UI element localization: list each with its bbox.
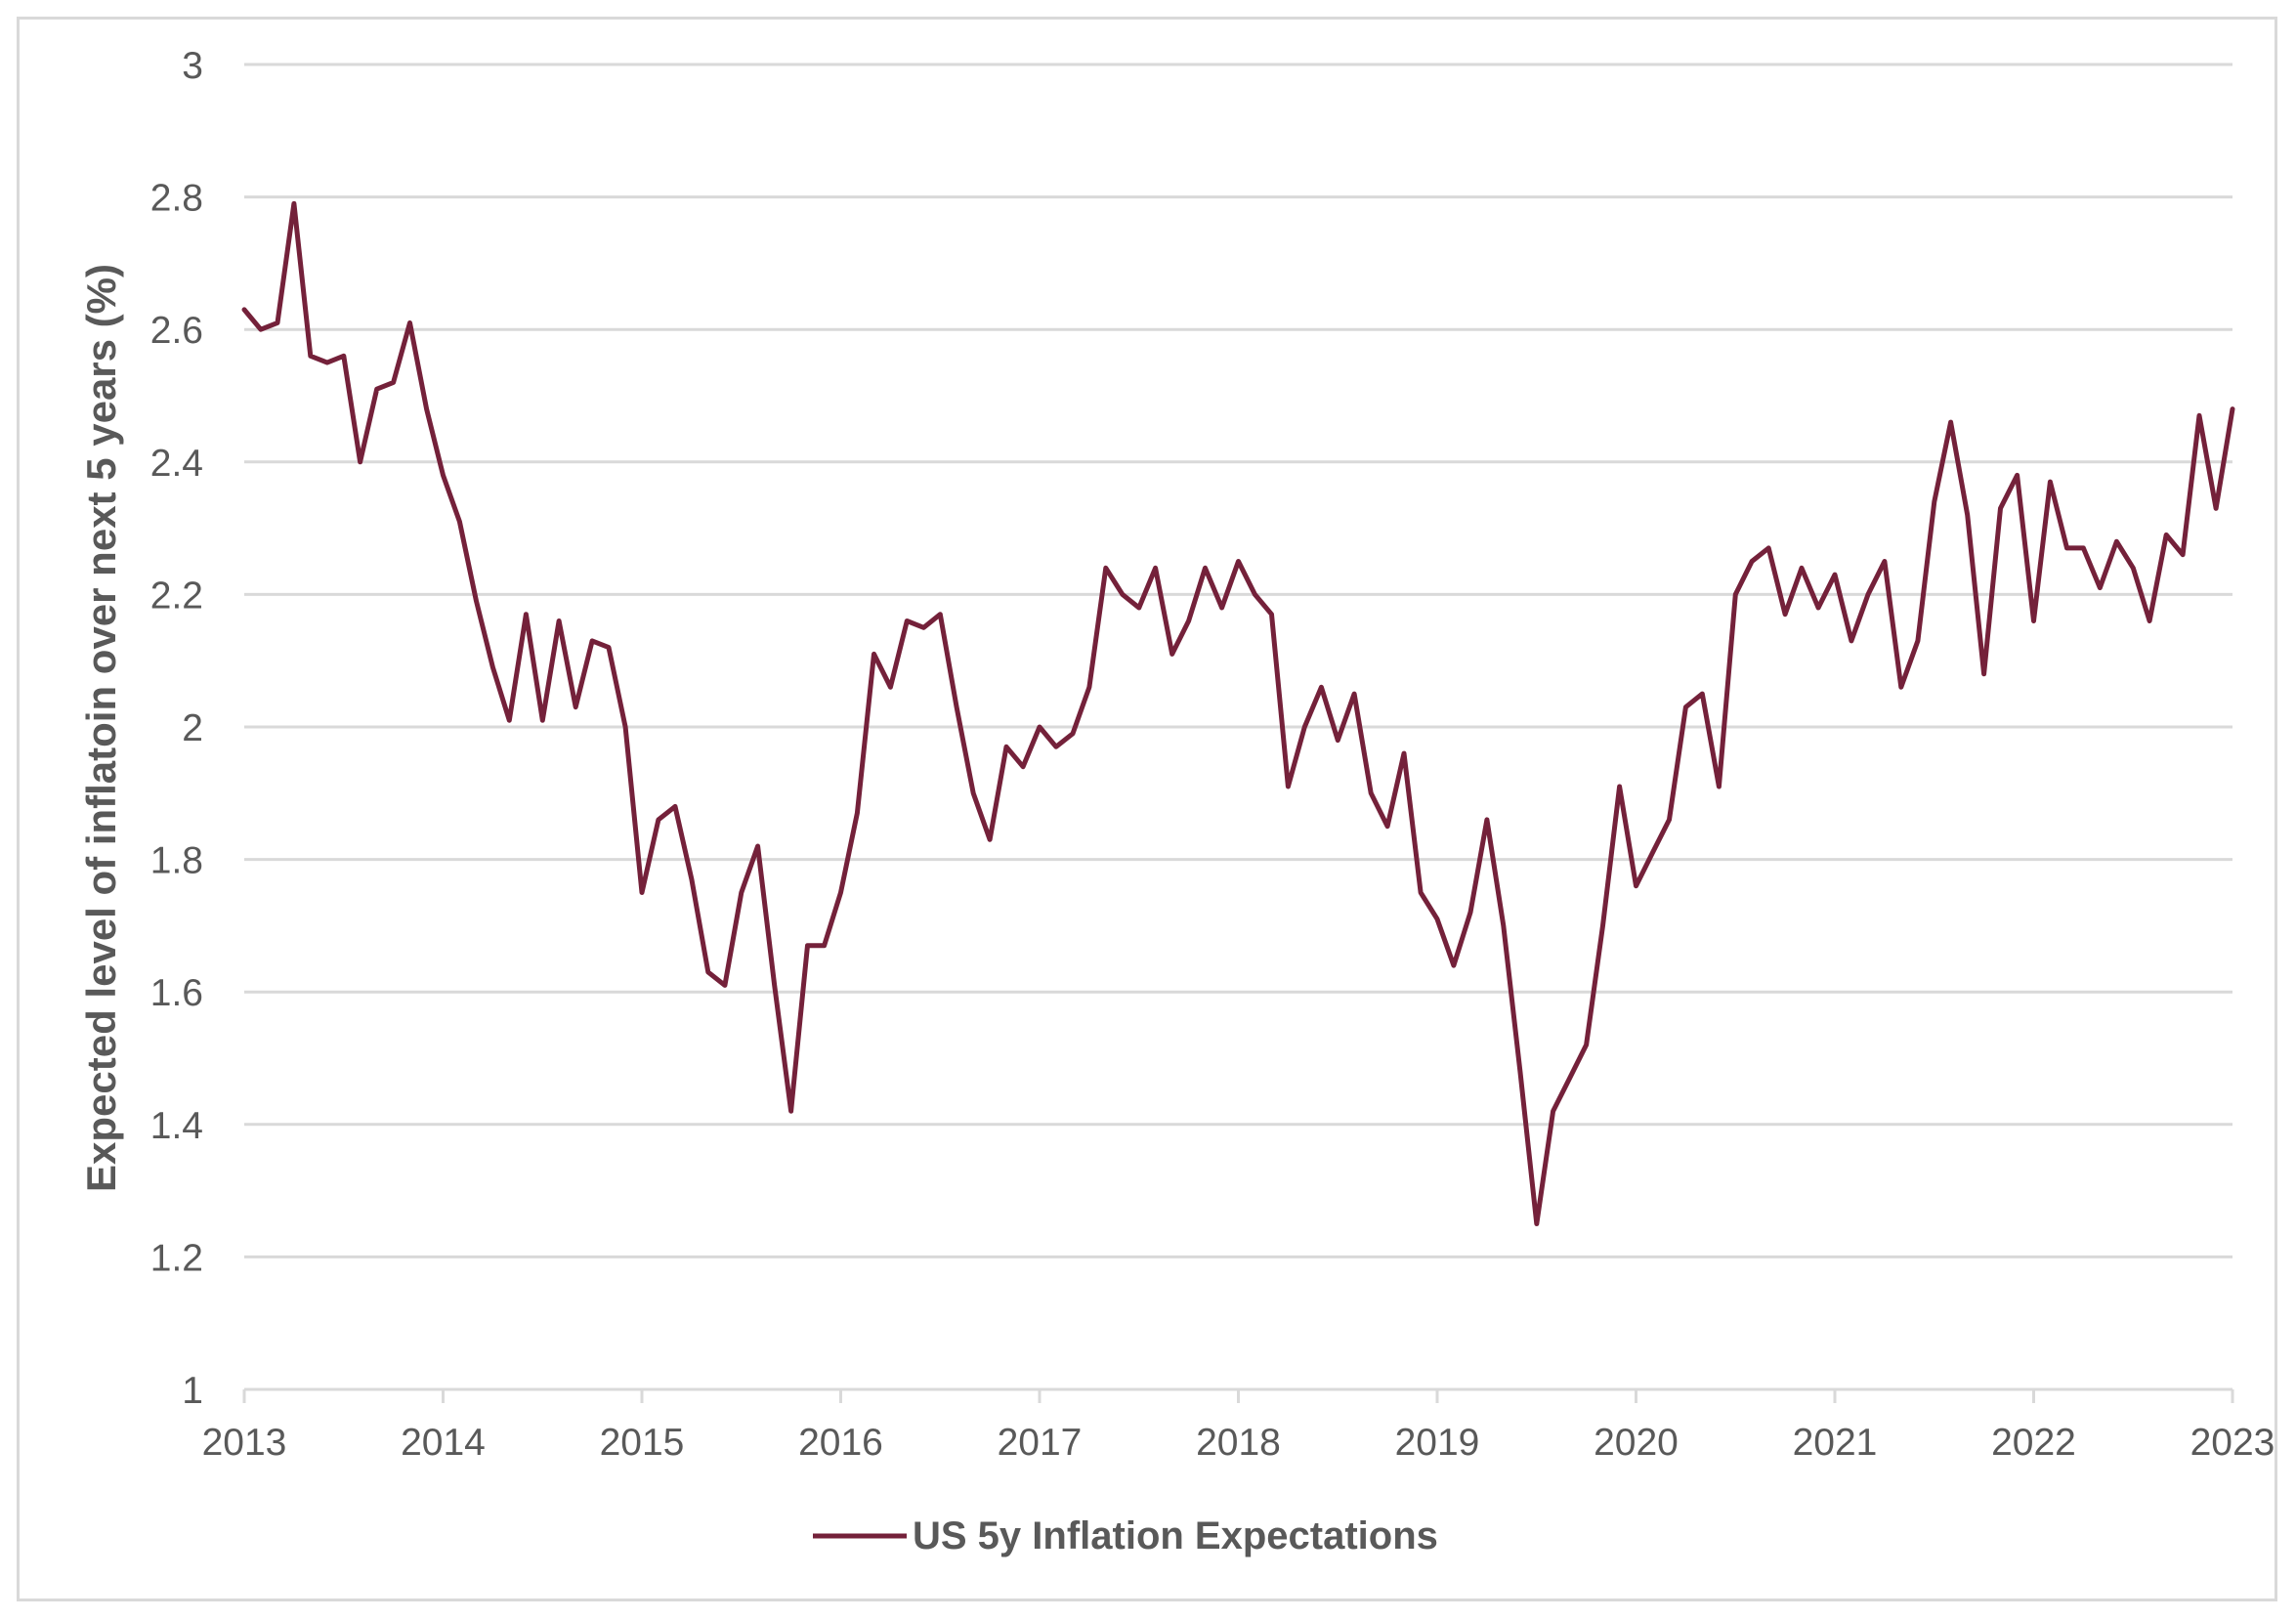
y-tick-label-1.8: 1.8 [150,840,203,882]
series-group [241,200,2235,1226]
y-tick-label-2.6: 2.6 [150,310,203,352]
x-tick-label-2022: 2022 [1991,1422,2076,1464]
x-axis [242,1387,2234,1403]
x-tick-label-2014: 2014 [401,1422,486,1464]
y-tick-label-2.4: 2.4 [150,443,203,485]
y-tick-label-1: 1 [182,1370,203,1412]
y-tick-label-3: 3 [182,45,203,87]
y-tick-label-1.4: 1.4 [150,1105,203,1147]
legend-label: US 5y Inflation Expectations [913,1514,1438,1557]
y-tick-label-2.8: 2.8 [150,178,203,220]
x-tick-label-2019: 2019 [1395,1422,1480,1464]
y-tick-label-2.2: 2.2 [150,575,203,617]
y-axis-label: Expected level of inflatoin over next 5 … [78,264,124,1192]
grid-lines [244,63,2232,1258]
x-tick-label-2020: 2020 [1594,1422,1679,1464]
x-tick-label-2017: 2017 [998,1422,1083,1464]
x-tick-label-2023: 2023 [2190,1422,2275,1464]
x-tick-label-2016: 2016 [798,1422,883,1464]
x-tick-label-2015: 2015 [600,1422,685,1464]
y-tick-label-2: 2 [182,707,203,749]
y-axis-tick-labels: 1 1.2 1.4 1.6 1.8 2 2.2 2.4 2.6 2.8 3 [150,45,203,1412]
x-axis-tick-labels: 2013 2014 2015 2016 2017 2018 2019 2020 2021 2022… [202,1422,2275,1464]
chart-frame [17,17,2277,1601]
x-tick-label-2018: 2018 [1196,1422,1281,1464]
legend: US 5y Inflation Expectations [813,1514,1438,1557]
y-tick-label-1.6: 1.6 [150,972,203,1014]
x-tick-label-2021: 2021 [1793,1422,1878,1464]
series-line-us-5y-inflation-expectations [241,200,2235,1226]
y-tick-label-1.2: 1.2 [150,1237,203,1279]
x-tick-label-2013: 2013 [202,1422,287,1464]
